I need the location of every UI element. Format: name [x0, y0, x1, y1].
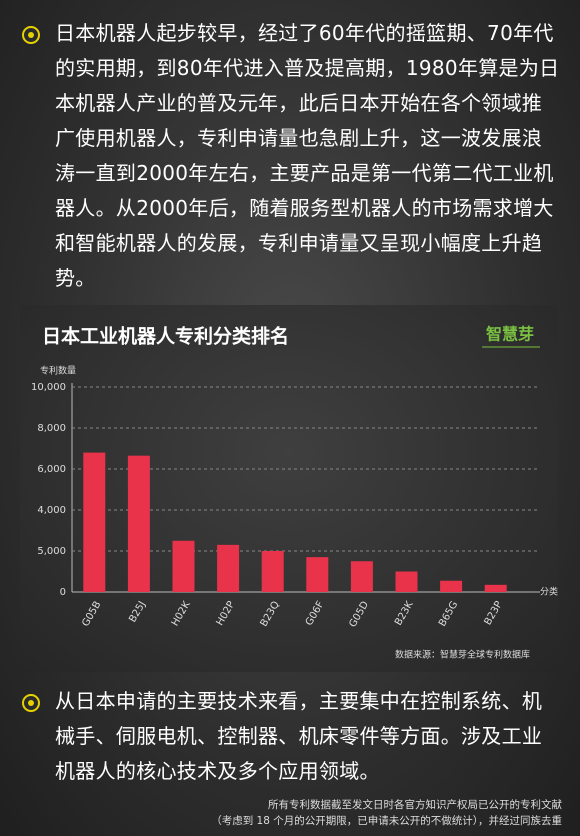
- intro-text: 日本机器人起步较早，经过了60年代的摇篮期、70年代的实用期，到80年代进入普及…: [55, 21, 560, 290]
- source: 数据来源：智慧芽全球专利数据库: [395, 649, 530, 661]
- bar: [306, 557, 329, 592]
- x-axis-label: 分类: [540, 586, 558, 598]
- bar: [484, 584, 507, 592]
- y-tick-label: 4,000: [37, 505, 66, 516]
- bar: [261, 551, 284, 592]
- y-axis-label: 专利数量: [40, 365, 76, 377]
- bar: [127, 455, 150, 592]
- y-tick-label: 10,000: [31, 382, 66, 393]
- x-tick-label: B65G: [437, 600, 460, 629]
- y-tick-label: 5,000: [37, 546, 66, 557]
- x-tick-label: H02K: [170, 599, 193, 628]
- y-tick-label: 8,000: [37, 423, 66, 434]
- x-tick-label: G05D: [347, 599, 371, 629]
- bar: [440, 580, 463, 592]
- footnote: （考虑到 18 个月的公开期限，已申请未公开的不做统计），并经过同族去重: [211, 815, 562, 827]
- x-tick-label: B23P: [483, 600, 505, 628]
- x-tick-label: H02P: [215, 600, 238, 628]
- y-tick-label: 0: [60, 587, 66, 598]
- bar: [217, 544, 240, 592]
- logo: 智慧芽: [486, 325, 534, 344]
- bullet: [22, 26, 40, 44]
- bar: [350, 561, 373, 592]
- chart: 日本工业机器人专利分类排名 智慧芽 专利数量 分类 数据来源：智慧芽全球专利数据…: [31, 325, 558, 661]
- footnote: 所有专利数据截至发文日时各官方知识产权局已公开的专利文献: [268, 799, 562, 811]
- x-tick-label: B25J: [127, 600, 148, 625]
- x-tick-label: B23Q: [259, 599, 282, 628]
- bar: [172, 540, 195, 592]
- chart-title: 日本工业机器人专利分类排名: [42, 325, 289, 348]
- x-tick-label: G06F: [304, 599, 327, 627]
- x-tick-label: B23K: [393, 599, 416, 628]
- x-tick-label: G05B: [80, 599, 103, 628]
- bar: [395, 571, 418, 592]
- chart-panel: 日本工业机器人专利分类排名 智慧芽 专利数量 分类 数据来源：智慧芽全球专利数据…: [20, 305, 558, 672]
- bar: [83, 452, 106, 592]
- y-tick-label: 6,000: [37, 464, 66, 475]
- bullet: [22, 694, 40, 712]
- summary-text: 从日本申请的主要技术来看，主要集中在控制系统、机械手、伺服电机、控制器、机床零件…: [55, 689, 543, 783]
